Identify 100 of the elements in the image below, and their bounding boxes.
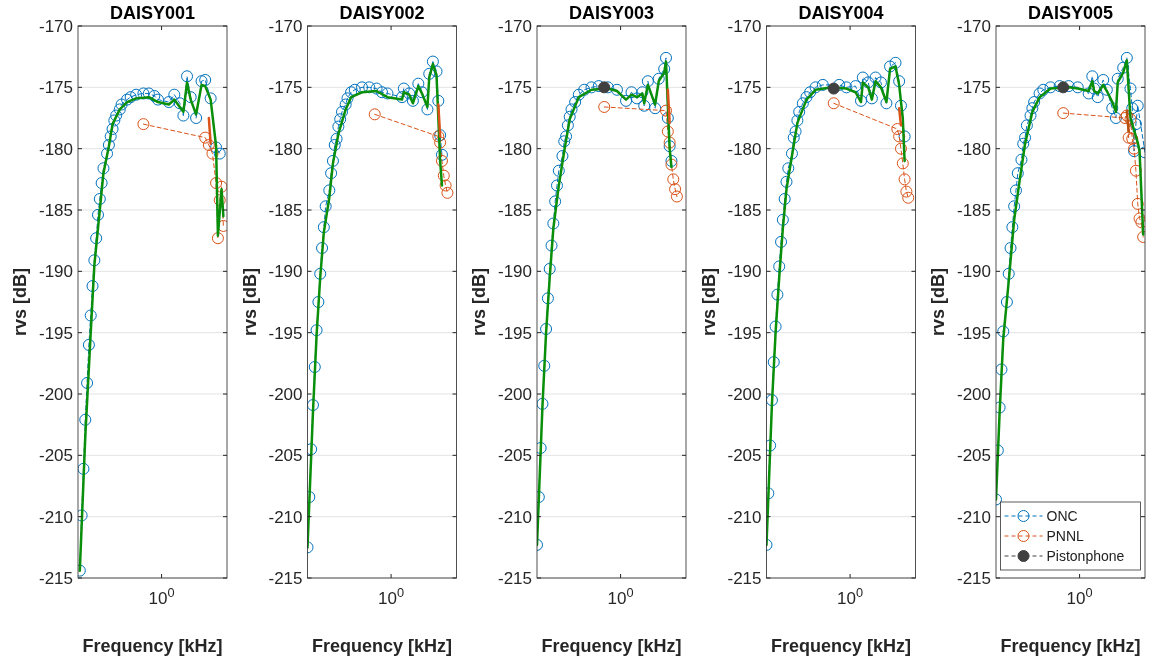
- point: [330, 132, 343, 145]
- y-tick-label: -200: [38, 385, 73, 404]
- point: [538, 359, 551, 372]
- point: [778, 192, 791, 205]
- y-tick-label: -190: [727, 262, 762, 282]
- point: [199, 73, 212, 86]
- y-tick-label: -185: [497, 201, 532, 220]
- point: [195, 75, 208, 88]
- point: [900, 185, 913, 198]
- point: [95, 177, 108, 190]
- y-tick-label: -170: [38, 17, 73, 36]
- point: [547, 217, 560, 230]
- point: [787, 131, 800, 144]
- point: [1111, 72, 1124, 85]
- y-tick-label: -185: [268, 201, 303, 220]
- point: [766, 394, 778, 407]
- point: [397, 82, 410, 95]
- point: [665, 158, 678, 171]
- point: [441, 186, 454, 199]
- y-tick-label: -200: [956, 385, 991, 404]
- point: [638, 99, 651, 112]
- point: [181, 70, 194, 83]
- point: [421, 103, 434, 116]
- point: [439, 179, 452, 192]
- point: [649, 102, 662, 115]
- chart-title: DAISY004: [798, 3, 884, 23]
- point: [791, 114, 804, 127]
- point: [86, 280, 99, 293]
- x-axis-title: Frequency [kHz]: [770, 636, 912, 656]
- point: [1024, 109, 1037, 122]
- point: [563, 110, 576, 123]
- point: [326, 154, 339, 167]
- point: [403, 87, 416, 100]
- point: [325, 167, 338, 180]
- point: [130, 88, 143, 101]
- y-tick-label: -185: [38, 201, 73, 220]
- point: [775, 235, 788, 248]
- point: [1057, 107, 1070, 120]
- point: [1015, 153, 1028, 166]
- point: [785, 147, 798, 160]
- point: [1026, 102, 1039, 115]
- legend-label: Pistonphone: [1046, 548, 1125, 564]
- y-tick-label: -215: [268, 569, 303, 588]
- point: [319, 200, 332, 213]
- point: [558, 135, 571, 148]
- point: [827, 82, 840, 95]
- point: [997, 325, 1010, 338]
- point: [552, 164, 565, 177]
- y-tick-label: -190: [956, 262, 991, 282]
- point: [1071, 81, 1084, 94]
- y-tick-label: -200: [727, 385, 762, 404]
- point: [432, 94, 445, 107]
- y-tick-label: -205: [38, 446, 73, 466]
- point: [663, 140, 676, 153]
- point: [79, 413, 92, 426]
- point: [312, 296, 325, 308]
- y-tick-label: -205: [268, 446, 303, 466]
- y-tick-label: -175: [727, 78, 762, 98]
- chart-title: DAISY003: [568, 3, 655, 23]
- point: [1037, 83, 1050, 96]
- y-tick-label: -215: [497, 569, 532, 588]
- point: [332, 120, 345, 133]
- point: [1106, 102, 1119, 115]
- y-tick-label: -215: [38, 569, 73, 588]
- point: [541, 292, 554, 305]
- y-axis-title: rvs [dB]: [469, 267, 489, 337]
- y-tick-label: -200: [497, 385, 532, 404]
- point: [106, 123, 119, 136]
- point: [550, 179, 563, 192]
- point: [630, 92, 643, 105]
- x-axis-title: Frequency [kHz]: [541, 636, 682, 656]
- point: [789, 125, 802, 138]
- y-tick-label: -210: [727, 507, 762, 527]
- point: [323, 184, 336, 197]
- point: [572, 88, 585, 101]
- y-tick-label: -185: [727, 201, 762, 220]
- point: [782, 162, 795, 175]
- y-tick-label: -180: [727, 139, 762, 159]
- y-tick-label: -210: [956, 507, 991, 527]
- point: [1126, 102, 1139, 115]
- point: [771, 288, 784, 301]
- point: [108, 114, 121, 127]
- point: [113, 103, 126, 116]
- y-tick-label: -195: [38, 323, 73, 343]
- y-tick-label: -210: [268, 507, 303, 527]
- point: [1131, 99, 1144, 112]
- point: [1004, 242, 1017, 255]
- y-tick-label: -180: [268, 139, 303, 159]
- point: [884, 60, 897, 73]
- point: [88, 254, 101, 267]
- point: [202, 138, 215, 151]
- y-tick-label: -195: [497, 323, 532, 343]
- point: [894, 142, 907, 155]
- point: [308, 361, 321, 374]
- point: [97, 162, 110, 175]
- y-tick-label: -170: [727, 17, 762, 36]
- point: [435, 154, 448, 167]
- point: [314, 267, 327, 280]
- point: [102, 138, 115, 151]
- point: [1126, 132, 1139, 145]
